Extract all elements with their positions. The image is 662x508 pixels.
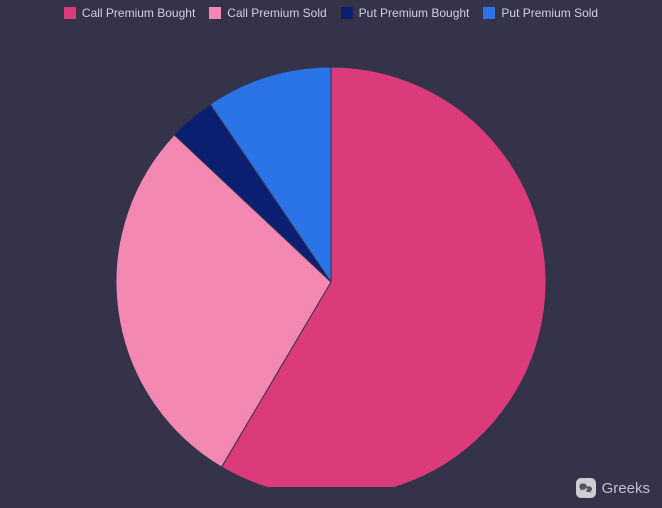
chat-icon [576, 478, 596, 498]
pie-chart [0, 17, 662, 487]
chart-container [0, 22, 662, 482]
watermark: Greeks [576, 478, 650, 498]
watermark-label: Greeks [602, 480, 650, 497]
